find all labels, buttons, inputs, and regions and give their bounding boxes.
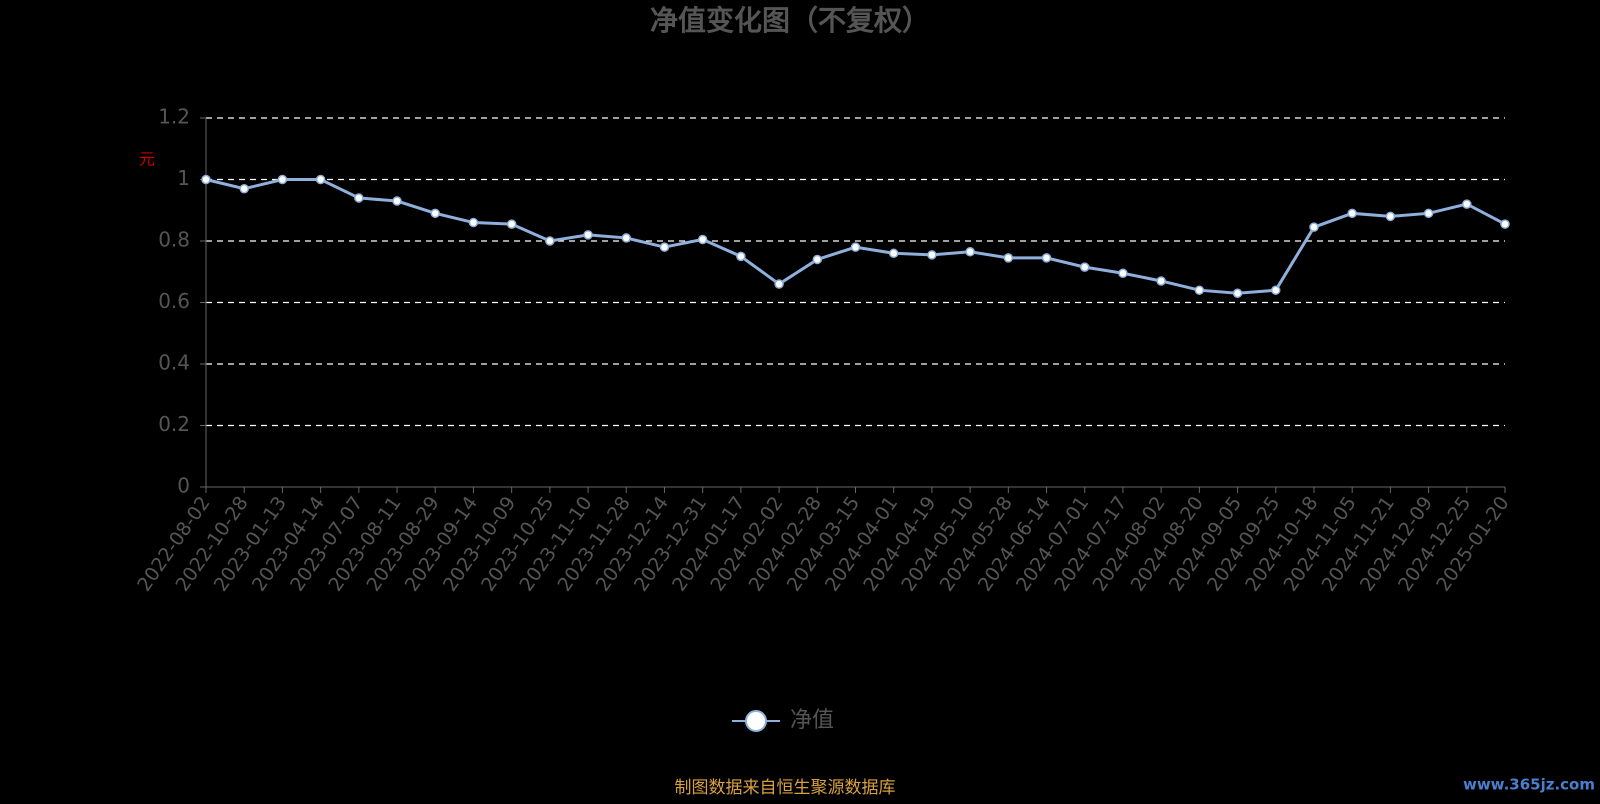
point (1003, 253, 1014, 263)
point (1462, 199, 1472, 209)
y-axis-label: 元 (139, 150, 155, 169)
point (697, 234, 708, 245)
point (1271, 285, 1281, 295)
point (621, 233, 632, 243)
point (239, 183, 249, 194)
point (201, 174, 211, 185)
y-tick-label: 1 (177, 166, 190, 190)
y-tick-label: 0.8 (158, 228, 190, 252)
point (774, 279, 784, 289)
point (888, 248, 899, 259)
point (354, 193, 364, 203)
point (1500, 219, 1510, 229)
point (583, 230, 593, 240)
point (659, 242, 670, 252)
y-tick-label: 0 (177, 474, 190, 498)
point (1347, 208, 1357, 219)
point (1385, 211, 1396, 222)
point (315, 174, 326, 185)
point (812, 254, 823, 265)
point (1156, 276, 1166, 286)
point (1309, 222, 1319, 232)
point (1232, 288, 1243, 299)
chart-title: 净值变化图（不复权） (650, 4, 930, 37)
legend-marker (745, 710, 767, 732)
legend-label: 净值 (790, 708, 834, 733)
point (736, 251, 746, 262)
point (468, 217, 479, 228)
point (927, 250, 937, 260)
point (277, 174, 288, 185)
point (506, 219, 517, 229)
point (430, 208, 440, 219)
y-tick-label: 1.2 (158, 105, 190, 129)
y-tick-label: 0.2 (158, 412, 190, 436)
point (1079, 262, 1090, 272)
point (1194, 285, 1205, 295)
y-tick-label: 0.4 (158, 351, 190, 375)
point (545, 236, 555, 246)
point (1041, 253, 1052, 263)
source-note: 制图数据来自恒生聚源数据库 (675, 778, 896, 798)
watermark: www.365jz.com (1463, 776, 1595, 794)
y-tick-label: 0.6 (158, 289, 190, 313)
point (1423, 208, 1434, 219)
point (850, 242, 861, 252)
point (1118, 268, 1128, 279)
point (965, 247, 975, 257)
point (392, 196, 402, 206)
